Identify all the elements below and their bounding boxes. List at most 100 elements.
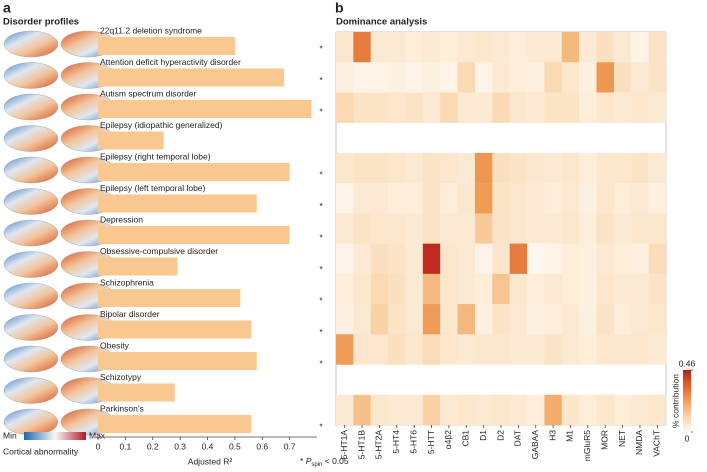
heatmap-cell bbox=[388, 243, 406, 275]
heatmap-cell bbox=[474, 183, 493, 214]
heatmap-cell bbox=[336, 62, 354, 93]
heatmap-cell bbox=[579, 183, 597, 214]
heatmap-cell bbox=[631, 213, 649, 244]
heatmap-cell bbox=[440, 32, 458, 63]
bar-label: Epilepsy (left temporal lobe) bbox=[100, 183, 206, 193]
heatmap-cell bbox=[422, 183, 441, 214]
heatmap-cell bbox=[388, 213, 406, 244]
bar-label: Depression bbox=[100, 214, 143, 224]
bar bbox=[98, 352, 257, 370]
bar-label: Attention deficit hyperactivity disorder bbox=[100, 57, 241, 67]
heatmap-cell bbox=[527, 92, 545, 123]
bar-label: Schizotypy bbox=[100, 372, 142, 382]
heatmap-cell bbox=[527, 273, 545, 305]
heatmap-cell bbox=[422, 243, 441, 275]
brain-lateral bbox=[3, 251, 59, 278]
note-sub: spin bbox=[311, 462, 322, 468]
heatmap-cell bbox=[405, 92, 424, 123]
heatmap-cell bbox=[388, 32, 406, 63]
heatmap-title: Dominance analysis bbox=[336, 17, 427, 28]
heatmap-cell bbox=[422, 334, 441, 365]
bar bbox=[98, 131, 164, 150]
heatmap-cell bbox=[353, 32, 371, 63]
brain-lateral bbox=[3, 30, 59, 58]
colorbar-min: Min bbox=[3, 430, 17, 440]
heatmap-cell bbox=[631, 334, 649, 365]
column-label: 5-HT6 bbox=[408, 430, 418, 454]
heatmap-cell bbox=[457, 152, 476, 184]
heatmap-cell bbox=[492, 304, 510, 335]
brain-lateral bbox=[3, 219, 59, 247]
heatmap-cell bbox=[596, 213, 615, 244]
significance-marker: * bbox=[319, 201, 323, 211]
heatmap-cell bbox=[544, 334, 562, 365]
heatmap-cell bbox=[457, 62, 476, 93]
x-tick-label: 0 bbox=[96, 441, 101, 451]
heatmap-cell bbox=[405, 394, 424, 426]
column-label: 5-HT1A bbox=[339, 430, 349, 460]
heatmap-cell bbox=[440, 304, 458, 335]
bar bbox=[98, 320, 252, 339]
heatmap-cell bbox=[492, 32, 510, 63]
column-label: VAChT bbox=[652, 430, 662, 457]
x-tick-label: 0.4 bbox=[202, 441, 214, 451]
heatmap-cell bbox=[631, 394, 649, 426]
heatmap-cell bbox=[457, 183, 476, 214]
x-axis-label: Adjusted R² bbox=[188, 456, 233, 466]
heatmap-cell bbox=[405, 273, 424, 305]
heatmap-cell bbox=[561, 243, 580, 275]
heatmap-cell bbox=[527, 62, 545, 93]
heatmap-cell bbox=[474, 32, 493, 63]
heatmap-cell bbox=[648, 62, 667, 93]
heatmap-cell bbox=[509, 32, 528, 63]
heatmap-cell bbox=[509, 243, 528, 275]
heatmap-cell bbox=[561, 213, 580, 244]
heatmap-cell bbox=[596, 334, 615, 365]
x-tick-label: 0.3 bbox=[174, 441, 186, 451]
heatmap-cell bbox=[336, 92, 354, 123]
brain-lateral bbox=[3, 377, 59, 404]
note: * Pspin < 0.05 bbox=[300, 456, 349, 468]
colorbar-tick-label: 0.46 bbox=[679, 358, 696, 368]
column-label: NMDA bbox=[634, 430, 644, 455]
heatmap-cell bbox=[474, 334, 493, 365]
heatmap-cell bbox=[596, 394, 615, 426]
x-tick-label: 0.2 bbox=[147, 441, 159, 451]
significance-marker: * bbox=[319, 106, 323, 116]
heatmap-cell bbox=[561, 304, 580, 335]
heatmap-cell bbox=[440, 243, 458, 275]
bar bbox=[98, 163, 290, 181]
column-label: 5-HTT bbox=[426, 430, 436, 454]
heatmap-cell bbox=[492, 334, 510, 365]
heatmap-cell bbox=[544, 152, 562, 184]
bar-label: Epilepsy (right temporal lobe) bbox=[100, 151, 211, 161]
heatmap-cell bbox=[353, 273, 371, 305]
brain-lateral bbox=[3, 282, 59, 310]
column-label: α4β2 bbox=[443, 430, 453, 450]
heatmap-cell bbox=[440, 394, 458, 426]
heatmap-cell bbox=[648, 334, 667, 365]
heatmap-cell bbox=[561, 152, 580, 184]
heatmap-cell bbox=[509, 394, 528, 426]
heatmap-cell bbox=[440, 152, 458, 184]
heatmap-cell bbox=[405, 334, 424, 365]
heatmap-cell bbox=[422, 394, 441, 426]
heatmap-cell bbox=[631, 304, 649, 335]
column-label: 5-HT2A bbox=[374, 430, 384, 460]
heatmap-cell bbox=[370, 304, 389, 335]
heatmap-cell bbox=[631, 273, 649, 305]
heatmap-cell bbox=[474, 62, 493, 93]
heatmap-cell bbox=[405, 304, 424, 335]
heatmap-cell bbox=[596, 152, 615, 184]
heatmap-cell bbox=[370, 273, 389, 305]
brain-lateral bbox=[3, 62, 59, 89]
column-label: M1 bbox=[565, 430, 575, 442]
bar bbox=[98, 226, 290, 244]
significance-marker: * bbox=[319, 75, 323, 85]
heatmap-cell bbox=[388, 394, 406, 426]
heatmap-cell bbox=[579, 92, 597, 123]
heatmap-cell bbox=[405, 243, 424, 275]
bar bbox=[98, 289, 241, 307]
heatmap-cell bbox=[648, 243, 667, 275]
brain-lateral bbox=[3, 188, 59, 215]
